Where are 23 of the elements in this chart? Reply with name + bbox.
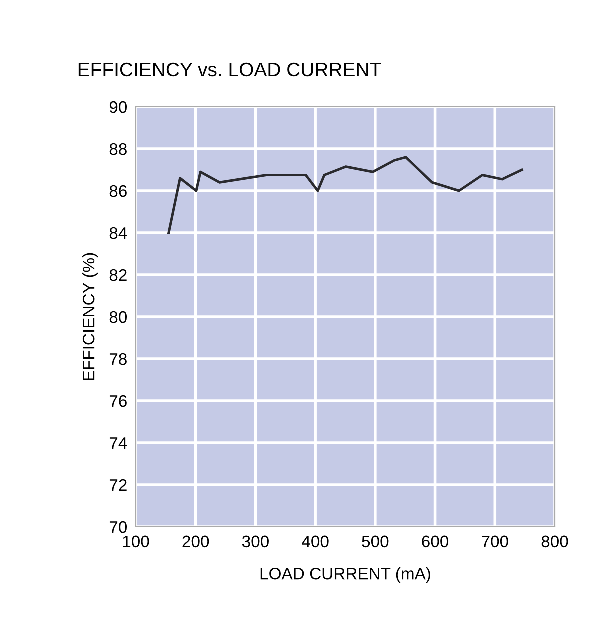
y-tick-label: 74 [110, 438, 128, 450]
chart-title: EFFICIENCY vs. LOAD CURRENT [78, 62, 382, 77]
y-tick-label: 86 [110, 185, 127, 198]
y-tick-label: 80 [110, 311, 128, 324]
x-tick-label: 500 [362, 536, 389, 548]
x-tick-label: 700 [482, 536, 508, 548]
y-tick-label: 90 [110, 101, 128, 114]
x-tick-label: 100 [123, 536, 150, 548]
x-tick-label: 400 [302, 536, 329, 548]
y-tick-label: 76 [110, 395, 127, 408]
y-axis-title: EFFICIENCY (%) [82, 253, 98, 380]
y-tick-label: 70 [110, 521, 128, 534]
x-axis-title: LOAD CURRENT (mA) [260, 568, 430, 584]
line-series [168, 156, 524, 234]
y-tick-label: 82 [110, 269, 127, 282]
y-tick-label: 88 [110, 143, 127, 156]
x-tick-label: 800 [542, 536, 568, 548]
y-tick-label: 72 [110, 479, 127, 492]
x-tick-label: 300 [242, 536, 269, 548]
y-tick-label: 84 [110, 227, 128, 240]
y-tick-label: 78 [110, 353, 127, 366]
x-tick-label: 600 [422, 536, 449, 548]
x-tick-label: 200 [182, 536, 210, 548]
